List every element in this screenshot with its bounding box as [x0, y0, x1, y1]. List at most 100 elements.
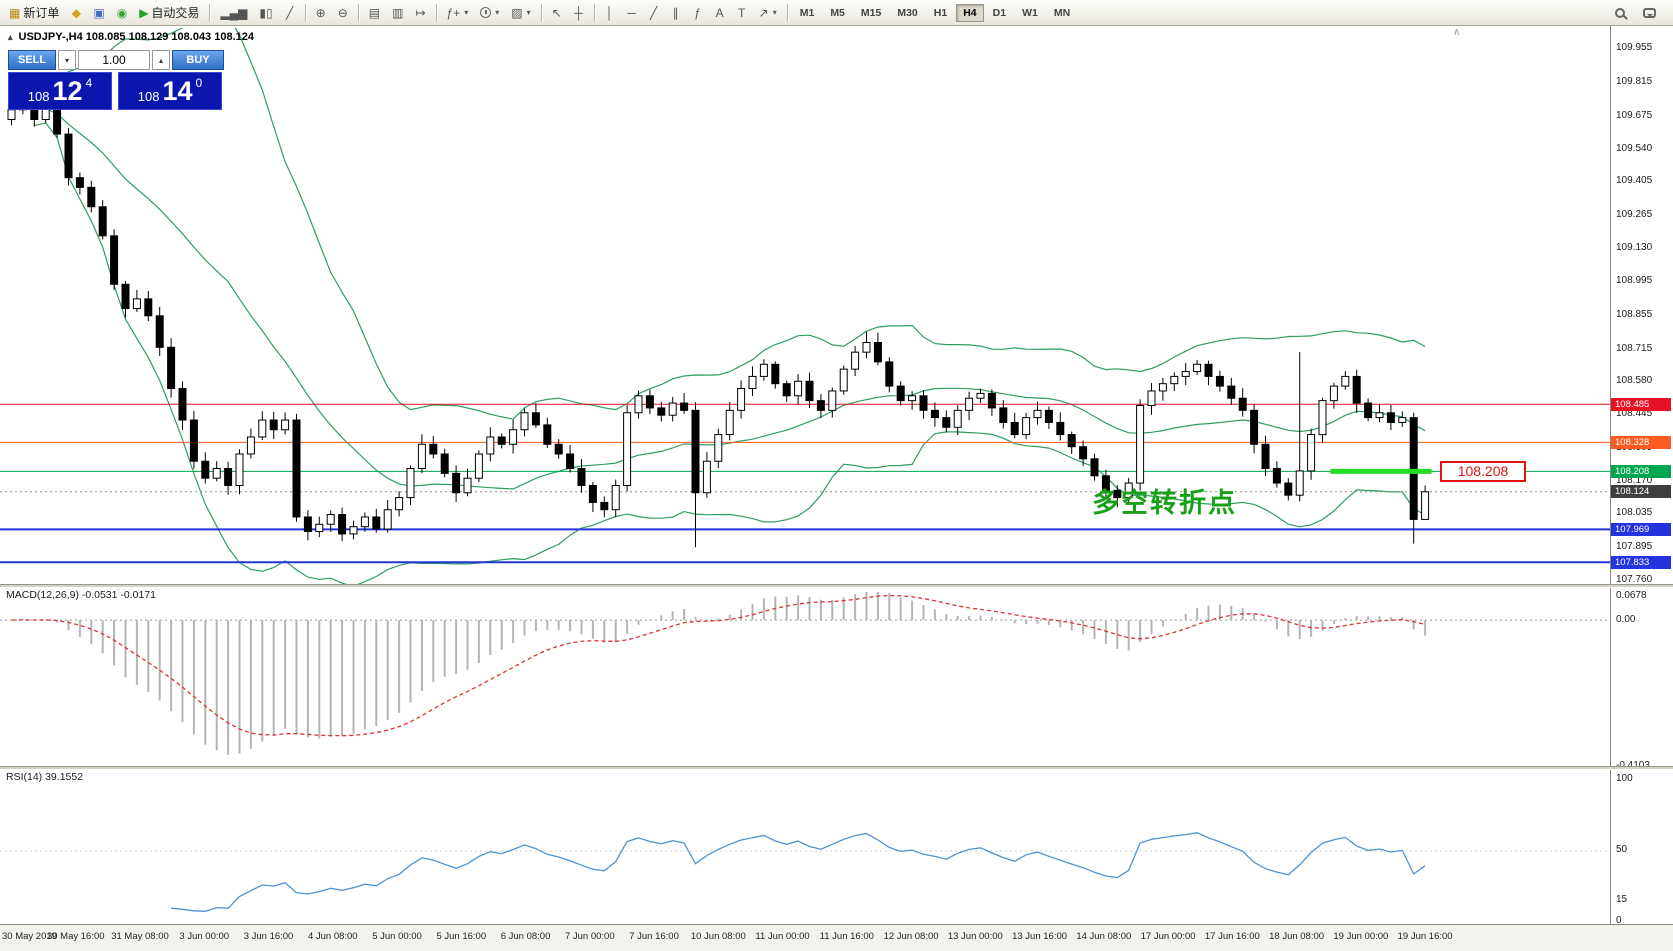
zoom-in-button[interactable]: ⊕ [311, 3, 331, 23]
time-axis-label: 12 Jun 08:00 [883, 931, 939, 942]
search-button[interactable] [1610, 3, 1630, 23]
new-order-button-label: 新订单 [23, 6, 60, 20]
zoom-out-button[interactable]: ⊖ [333, 3, 353, 23]
price-scale-label: 108.445 [1616, 407, 1653, 419]
chart-bars-button[interactable]: ▂▄▆ [215, 3, 252, 23]
price-scale-label: 109.265 [1616, 209, 1653, 221]
price-scale-label: 108.855 [1616, 308, 1653, 320]
trendline-button[interactable]: ╱ [644, 3, 664, 23]
price-scale-label: 108.715 [1616, 342, 1653, 354]
arrows-button-icon: ↗ [758, 5, 769, 20]
timeframe-d1-button[interactable]: D1 [992, 6, 1007, 19]
toolbar-separator [209, 3, 211, 22]
timeframe-m1-button[interactable]: M1 [799, 6, 815, 19]
channel-button[interactable]: ∥ [666, 3, 686, 23]
time-axis-label: 17 Jun 16:00 [1204, 931, 1260, 942]
timeframe-m30-button[interactable]: M30 [897, 6, 918, 19]
rsi-scale-label: 15 [1616, 893, 1628, 905]
timeframe-m15-button[interactable]: M15 [860, 6, 882, 19]
buy-price-sup: 0 [195, 76, 203, 90]
main-toolbar: ▦ 新订单 ◆ ▣ ◉ ▶ 自动交易 ▂▄▆ ▮▯ ╱ ⊕ ⊖ ▤ ▥ ↦ ƒ+ ▾ ▾ ▨ ▾ ↖ ┼ │ ─ ╱ ∥ ƒ A T ↗ ▾… [0, 0, 1673, 26]
terminal-button[interactable]: ◉ [112, 3, 132, 23]
chart-shift-button[interactable]: ▥ [387, 3, 408, 23]
one-click-trading-panel: SELL ▾ ▴ BUY 108 12 4 108 14 0 [8, 50, 224, 110]
price-tag-108.124: 108.124 [1611, 485, 1671, 499]
macd-scale-label: 0.00 [1616, 614, 1636, 626]
one-click-prices-row: 108 12 4 108 14 0 [8, 72, 224, 110]
rsi-scale-label: 0 [1616, 915, 1622, 926]
indicators-button[interactable]: ƒ+ ▾ [442, 3, 474, 23]
periods-button[interactable]: ▾ [475, 3, 504, 23]
price-scale-label: 109.130 [1616, 241, 1653, 253]
lot-increment-button[interactable]: ▴ [152, 50, 170, 70]
price-tag-107.833: 107.833 [1611, 555, 1671, 569]
sell-price-display[interactable]: 108 12 4 [8, 72, 112, 110]
navigator-button[interactable]: ▣ [88, 3, 109, 23]
time-axis-label: 5 Jun 00:00 [372, 931, 422, 942]
timeframe-m5-button[interactable]: M5 [830, 6, 845, 19]
timeframe-mn-button[interactable]: MN [1053, 6, 1071, 19]
zoom-out-button-icon: ⊖ [337, 5, 348, 20]
templates-button-dropdown-icon: ▾ [526, 8, 531, 17]
fibonacci-button[interactable]: ƒ [688, 3, 708, 23]
horizontal-line-button[interactable]: ─ [622, 3, 642, 23]
toolbar-separator [786, 3, 788, 22]
scroll-to-latest-icon[interactable]: ∧ [1453, 27, 1461, 38]
chart-candles-button[interactable]: ▮▯ [254, 3, 277, 23]
time-axis-label: 7 Jun 16:00 [629, 931, 679, 942]
chart-annotation-text[interactable]: 多空转折点 [1092, 488, 1237, 518]
time-axis-label: 19 Jun 16:00 [1397, 931, 1453, 942]
panel-divider-macd[interactable] [0, 584, 1673, 588]
templates-button[interactable]: ▨ ▾ [506, 3, 535, 23]
price-tag-108.208: 108.208 [1611, 464, 1671, 478]
price-highlight-label[interactable]: 108.208 [1440, 461, 1526, 482]
periods-button-dropdown-icon: ▾ [495, 8, 500, 17]
price-scale-label: 107.895 [1616, 541, 1653, 553]
vertical-line-button[interactable]: │ [600, 3, 620, 23]
crosshair-button[interactable]: ┼ [569, 3, 589, 23]
new-order-button-icon: ▦ [9, 5, 21, 20]
auto-trading-button[interactable]: ▶ 自动交易 [134, 3, 204, 23]
cursor-button[interactable]: ↖ [547, 3, 567, 23]
text-button-icon: A [715, 5, 724, 20]
timeframe-w1-button[interactable]: W1 [1022, 6, 1038, 19]
buy-button[interactable]: BUY [172, 50, 224, 70]
lot-dropdown-button[interactable]: ▾ [58, 50, 76, 70]
auto-trading-button-label: 自动交易 [151, 6, 200, 20]
collapse-icon[interactable]: ▴ [8, 31, 13, 42]
time-axis-label: 4 Jun 08:00 [307, 931, 358, 942]
buy-price-display[interactable]: 108 14 0 [118, 72, 222, 110]
sell-price-sup: 4 [85, 76, 93, 90]
trendline-button-icon: ╱ [650, 5, 658, 20]
panel-divider-rsi[interactable] [0, 766, 1673, 770]
price-scale-label: 109.815 [1616, 75, 1653, 87]
lot-size-input[interactable] [78, 50, 150, 70]
auto-trading-button-icon: ▶ [139, 5, 149, 20]
text-button[interactable]: A [710, 3, 730, 23]
chart-bars-button-icon: ▂▄▆ [220, 5, 248, 20]
tile-windows-button[interactable]: ▤ [364, 3, 385, 23]
auto-scroll-button[interactable]: ↦ [410, 3, 430, 23]
terminal-button-icon: ◉ [116, 5, 128, 20]
time-axis-label: 10 Jun 08:00 [690, 931, 746, 942]
vertical-line-button-icon: │ [605, 5, 614, 20]
sell-button[interactable]: SELL [8, 50, 56, 70]
rsi-header: RSI(14) 39.1552 [6, 771, 84, 783]
toolbar-right-group [1610, 3, 1669, 23]
chart-line-button[interactable]: ╱ [280, 3, 300, 23]
time-axis-label: 6 Jun 08:00 [500, 931, 551, 942]
timeframe-h4-button[interactable]: H4 [956, 3, 984, 22]
arrows-button[interactable]: ↗ ▾ [754, 3, 782, 23]
community-button[interactable] [1638, 3, 1661, 23]
label-button[interactable]: T [732, 3, 752, 23]
timeframe-h1-button[interactable]: H1 [933, 6, 948, 19]
rsi-scale-label: 100 [1616, 773, 1633, 784]
one-click-controls-row: SELL ▾ ▴ BUY [8, 50, 224, 70]
new-order-button[interactable]: ▦ 新订单 [4, 3, 64, 23]
time-axis[interactable]: 30 May 2019 30 May 16:00 31 May 08:00 3 Jun… [0, 924, 1673, 951]
market-watch-button[interactable]: ◆ [66, 3, 86, 23]
toolbar-separator [435, 3, 437, 22]
buy-price-big: 14 [162, 75, 193, 106]
